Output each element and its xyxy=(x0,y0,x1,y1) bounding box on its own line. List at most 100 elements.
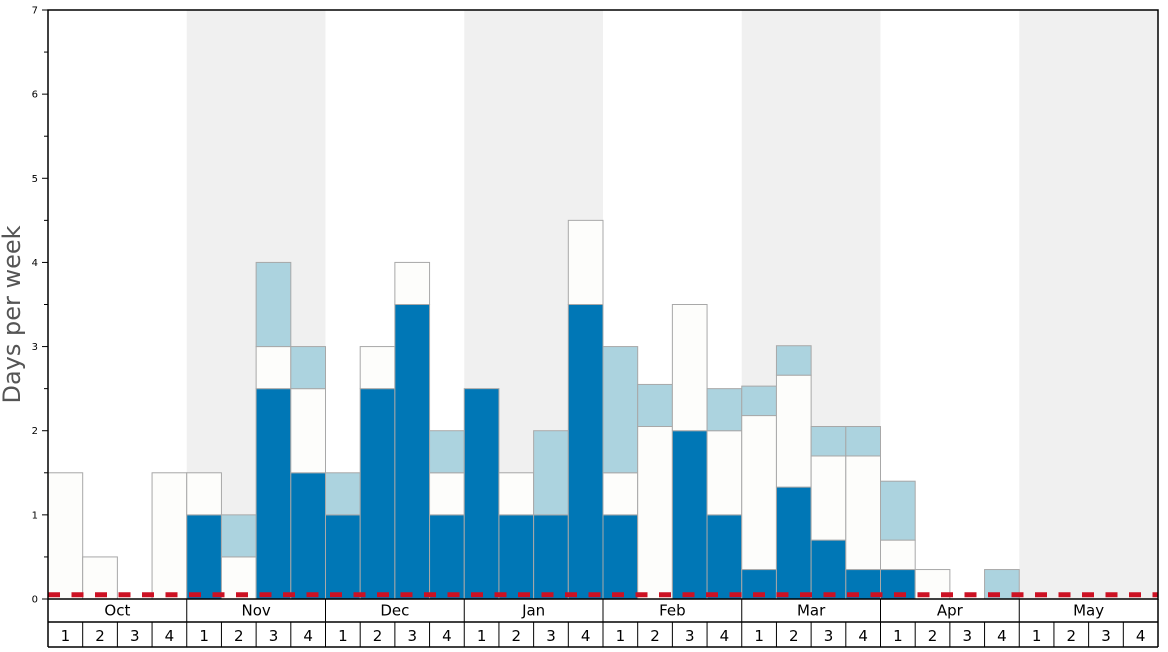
bar-segment-white xyxy=(880,539,916,571)
week-label: 2 xyxy=(650,627,660,645)
bar-segment-light xyxy=(880,480,916,541)
bar-segment-dark xyxy=(775,486,812,600)
week-label: 4 xyxy=(442,627,452,645)
bar-segment-light xyxy=(602,346,639,474)
bar-segment-white xyxy=(810,455,847,541)
week-label: 1 xyxy=(338,627,348,645)
week-label: 2 xyxy=(95,627,105,645)
bar-segment-dark xyxy=(671,430,708,600)
bar-segment-white xyxy=(567,219,604,306)
bar-segment-dark xyxy=(463,388,500,600)
bar-segment-dark xyxy=(498,514,535,600)
week-label: 1 xyxy=(61,627,71,645)
bar-segment-white xyxy=(775,374,812,488)
bar-segment-dark xyxy=(325,514,361,600)
bar-segment-white xyxy=(186,472,222,516)
week-label: 1 xyxy=(754,627,764,645)
week-label: 4 xyxy=(165,627,175,645)
week-label: 4 xyxy=(997,627,1007,645)
bar-segment-light xyxy=(220,514,257,558)
bar-segment-dark xyxy=(186,514,222,600)
bar-segment-light xyxy=(429,430,465,474)
month-label: May xyxy=(1073,602,1104,620)
bar-segment-white xyxy=(255,346,292,390)
bar-segment-dark xyxy=(706,514,743,600)
bar-segment-dark xyxy=(567,304,604,600)
bar-segment-white xyxy=(671,304,708,432)
bar-segment-light xyxy=(255,261,292,348)
bar-segment-white xyxy=(845,455,881,571)
y-tick-label: 6 xyxy=(32,90,38,101)
week-label: 3 xyxy=(546,627,556,645)
week-label: 4 xyxy=(1136,627,1146,645)
bar-segment-white xyxy=(637,426,673,600)
month-label: Feb xyxy=(659,602,686,620)
bar-segment-white xyxy=(82,556,118,600)
week-label: 1 xyxy=(1032,627,1042,645)
month-shade-band xyxy=(1019,10,1158,599)
bar-segment-dark xyxy=(255,388,292,600)
week-label: 3 xyxy=(1101,627,1111,645)
week-label: 1 xyxy=(477,627,487,645)
week-label: 4 xyxy=(858,627,868,645)
bar-segment-dark xyxy=(290,472,326,600)
week-label: 4 xyxy=(303,627,313,645)
bar-segment-dark xyxy=(394,304,431,600)
y-axis-title: Days per week xyxy=(0,225,26,403)
bar-segment-dark xyxy=(602,514,639,600)
bar-segment-white xyxy=(359,346,396,390)
y-tick-label: 2 xyxy=(32,426,38,437)
week-label: 3 xyxy=(130,627,140,645)
week-label: 3 xyxy=(407,627,417,645)
month-label: Oct xyxy=(104,602,130,620)
bar-segment-dark xyxy=(429,514,465,600)
y-tick-label: 3 xyxy=(32,342,38,353)
bar-segment-white xyxy=(429,472,465,516)
bar-segment-light xyxy=(845,426,881,457)
bar-segment-dark xyxy=(810,539,847,600)
bar-segment-light xyxy=(706,388,743,432)
week-label: 3 xyxy=(962,627,972,645)
y-tick-label: 7 xyxy=(32,6,38,17)
y-tick-label: 4 xyxy=(32,258,38,269)
bar-segment-white xyxy=(290,388,326,474)
y-tick-label: 0 xyxy=(32,595,38,606)
week-label: 4 xyxy=(581,627,591,645)
week-label: 2 xyxy=(928,627,938,645)
week-label: 1 xyxy=(199,627,209,645)
y-tick-label: 5 xyxy=(32,174,38,185)
week-label: 2 xyxy=(373,627,383,645)
bar-segment-white xyxy=(47,472,84,600)
week-label: 2 xyxy=(1067,627,1077,645)
week-label: 2 xyxy=(789,627,799,645)
week-label: 3 xyxy=(685,627,695,645)
month-label: Mar xyxy=(797,602,826,620)
bar-segment-white xyxy=(741,415,777,571)
bar-segment-light xyxy=(533,430,569,516)
bar-segment-white xyxy=(706,430,743,516)
week-label: 3 xyxy=(269,627,279,645)
bar-segment-white xyxy=(498,472,535,516)
bar-segment-light xyxy=(325,472,361,516)
week-label: 2 xyxy=(512,627,522,645)
bar-segment-white xyxy=(151,472,188,600)
y-tick-label: 1 xyxy=(32,510,38,521)
bar-segment-white xyxy=(394,261,431,305)
month-label: Jan xyxy=(521,602,545,620)
bar-segment-dark xyxy=(359,388,396,600)
week-label: 4 xyxy=(720,627,730,645)
bar-segment-light xyxy=(637,383,673,428)
bar-segment-dark xyxy=(533,514,569,600)
bar-segment-light xyxy=(741,385,777,417)
month-label: Nov xyxy=(241,602,270,620)
bar-segment-light xyxy=(775,345,812,376)
week-label: 1 xyxy=(893,627,903,645)
week-label: 2 xyxy=(234,627,244,645)
month-label: Apr xyxy=(937,602,964,620)
week-label: 3 xyxy=(824,627,834,645)
month-label: Dec xyxy=(380,602,409,620)
week-label: 1 xyxy=(616,627,626,645)
bar-segment-white xyxy=(602,472,639,516)
